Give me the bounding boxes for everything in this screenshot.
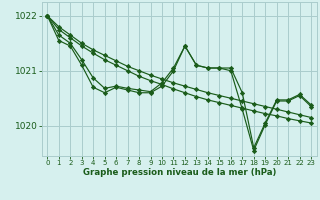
- X-axis label: Graphe pression niveau de la mer (hPa): Graphe pression niveau de la mer (hPa): [83, 168, 276, 177]
